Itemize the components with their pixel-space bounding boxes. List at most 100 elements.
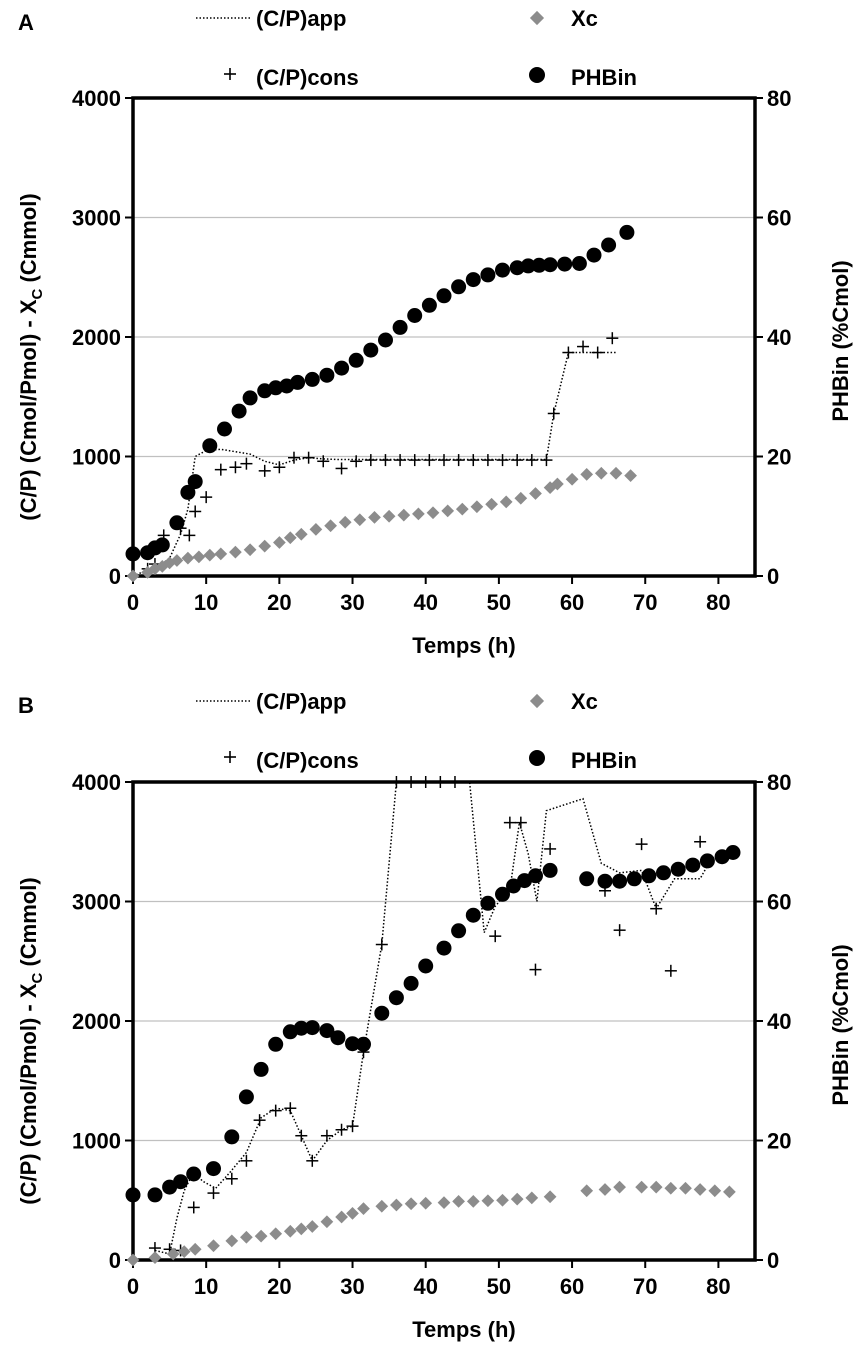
data-point <box>699 853 715 869</box>
legend-swatch-phbin <box>529 67 545 83</box>
data-point <box>240 1154 253 1167</box>
legend-swatch-xc <box>529 693 545 709</box>
y-axis-right: 0 20 40 60 80 PHBin (%Cmol) <box>755 86 853 589</box>
y-right-tick-label: 40 <box>767 325 791 350</box>
data-point <box>708 1184 722 1198</box>
data-point <box>562 346 575 359</box>
data-point <box>202 438 218 454</box>
x-tick-label: 30 <box>340 1274 364 1299</box>
x-tick-label: 80 <box>706 1274 730 1299</box>
data-point <box>238 1089 254 1105</box>
data-point <box>571 256 587 271</box>
data-point <box>685 857 701 873</box>
y-left-tick-label: 2000 <box>72 325 121 350</box>
data-point <box>214 547 228 561</box>
data-point <box>203 548 217 562</box>
data-point <box>650 902 663 915</box>
data-point <box>394 454 407 467</box>
legend-swatch-cp-cons <box>224 68 236 80</box>
data-point <box>375 1199 389 1213</box>
series-xc <box>126 466 637 583</box>
data-point <box>543 1190 557 1204</box>
data-point <box>412 507 425 521</box>
series-c-p-app <box>132 351 616 577</box>
data-point <box>547 407 560 420</box>
series-phbin <box>125 224 635 562</box>
data-point <box>451 279 467 295</box>
data-point <box>423 454 436 467</box>
series-c-p-cons <box>148 776 707 1257</box>
data-point <box>335 1210 348 1224</box>
y-right-tick-label: 80 <box>767 86 791 111</box>
data-point <box>723 1185 736 1199</box>
y-left-title-main: (C/P) (Cmol/Pmol) - X <box>16 299 41 521</box>
x-tick-label: 0 <box>127 1274 139 1299</box>
data-point <box>679 1181 692 1195</box>
data-point <box>154 537 170 553</box>
data-point <box>207 1187 220 1200</box>
data-point <box>480 895 496 911</box>
series-c-p-cons <box>141 332 619 575</box>
panel-label: A <box>18 10 34 35</box>
x-tick-label: 40 <box>413 590 437 615</box>
data-point <box>268 380 284 396</box>
data-point <box>231 403 247 419</box>
legend: (C/P)app Xc (C/P)cons PHBin <box>196 6 637 90</box>
chart-panel-a: A (C/P)app Xc (C/P)cons PHBin 0 10 20 30 40 50 60 70… <box>16 6 853 658</box>
data-point <box>407 308 423 323</box>
y-left-tick-label: 4000 <box>72 770 121 795</box>
panel-label: B <box>18 693 34 718</box>
y-axis-left: 0 1000 2000 3000 4000 (C/P) (Cmol/Pmol) - XC … <box>16 86 133 589</box>
legend-label-cp-app: (C/P)app <box>256 689 346 714</box>
data-point <box>529 963 542 976</box>
x-tick-label: 20 <box>267 1274 291 1299</box>
y-right-tick-label: 0 <box>767 564 779 589</box>
series-c-p-app <box>154 781 709 1255</box>
data-point <box>253 1061 269 1077</box>
data-point <box>192 550 206 564</box>
data-point <box>641 868 657 884</box>
data-point <box>499 495 513 509</box>
legend-swatch-cp-cons <box>224 751 236 763</box>
data-point <box>382 509 396 523</box>
data-point <box>302 451 315 464</box>
data-point <box>481 454 494 467</box>
y-axis-left-title: (C/P) (Cmol/Pmol) - XC (Cmmol) <box>16 877 46 1204</box>
data-point <box>466 1195 480 1208</box>
data-point <box>496 454 509 467</box>
legend-label-cp-cons: (C/P)cons <box>256 748 359 773</box>
y-left-tick-label: 1000 <box>72 445 121 470</box>
data-point <box>514 816 527 829</box>
data-point <box>320 1129 333 1142</box>
y-left-title-sub: C <box>29 972 46 983</box>
x-tick-label: 70 <box>633 590 657 615</box>
data-point <box>268 1036 284 1052</box>
data-point <box>258 464 271 477</box>
x-tick-label: 60 <box>560 590 584 615</box>
y-axis-right: 0 20 40 60 80 PHBin (%Cmol) <box>755 770 853 1273</box>
data-point <box>207 1239 220 1253</box>
data-point <box>511 454 524 467</box>
data-point <box>304 1020 320 1036</box>
data-point <box>670 861 686 877</box>
data-point <box>480 267 496 283</box>
data-point <box>452 454 465 467</box>
data-point <box>591 346 604 359</box>
y-right-tick-label: 40 <box>767 1009 791 1034</box>
data-point <box>200 491 213 504</box>
x-tick-label: 70 <box>633 1274 657 1299</box>
x-tick-label: 10 <box>194 590 218 615</box>
data-point <box>229 461 242 474</box>
data-point <box>273 536 286 549</box>
data-point <box>324 519 337 533</box>
data-point <box>180 484 196 500</box>
data-point <box>225 1234 239 1248</box>
data-point <box>403 975 419 991</box>
data-point <box>612 873 628 889</box>
data-point <box>485 497 498 511</box>
chart-panel-b: B (C/P)app Xc (C/P)cons PHBin 0 10 20 30 40 50 60 70… <box>16 689 853 1342</box>
data-point <box>441 504 455 518</box>
data-point <box>284 1102 297 1115</box>
data-point <box>188 1242 202 1256</box>
data-point <box>694 835 707 848</box>
